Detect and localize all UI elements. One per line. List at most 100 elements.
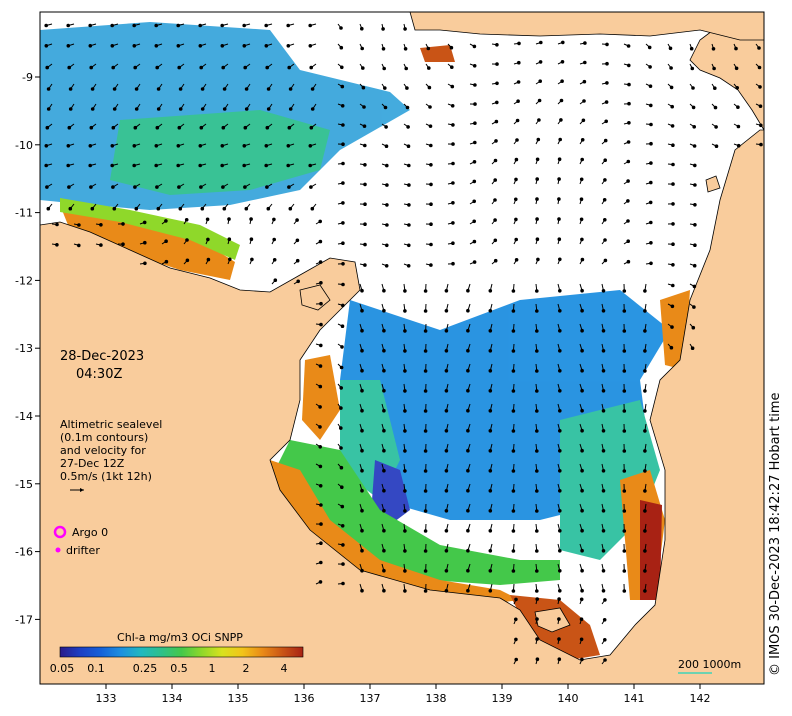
velocity-arrowhead bbox=[250, 257, 254, 262]
velocity-arrowhead bbox=[693, 223, 697, 227]
velocity-arrowhead bbox=[90, 206, 95, 211]
velocity-arrowhead bbox=[472, 260, 477, 264]
velocity-arrowhead bbox=[557, 617, 561, 621]
velocity-arrowhead bbox=[622, 489, 627, 493]
velocity-arrowhead bbox=[309, 125, 314, 130]
velocity-arrowhead bbox=[692, 263, 697, 268]
velocity-arrowhead bbox=[264, 144, 269, 148]
velocity-arrowhead bbox=[495, 62, 499, 66]
latitude-tick-label: -9 bbox=[22, 71, 33, 84]
velocity-arrowhead bbox=[339, 406, 343, 410]
velocity-arrowhead bbox=[340, 504, 345, 509]
velocity-arrowhead bbox=[155, 125, 160, 130]
velocity-arrowhead bbox=[426, 46, 431, 51]
velocity-arrowhead bbox=[198, 144, 203, 148]
velocity-arrowhead bbox=[360, 588, 364, 593]
velocity-arrowhead bbox=[286, 163, 291, 168]
velocity-arrowhead bbox=[601, 429, 606, 433]
velocity-arrowhead bbox=[466, 508, 470, 513]
velocity-arrowhead bbox=[423, 569, 428, 573]
velocity-arrowhead bbox=[514, 157, 519, 162]
colorbar: Chl-a mg/m3 OCi SNPP 0.05 0.1 0.25 0.5 1 2 4 bbox=[50, 631, 304, 675]
velocity-arrowhead bbox=[341, 543, 345, 547]
velocity-arrowhead bbox=[466, 348, 470, 353]
velocity-arrowhead bbox=[494, 119, 499, 124]
velocity-arrowhead bbox=[156, 87, 161, 91]
velocity-arrowhead bbox=[407, 243, 411, 248]
velocity-arrowhead bbox=[691, 105, 696, 110]
velocity-arrowhead bbox=[111, 65, 115, 70]
velocity-arrowhead bbox=[472, 64, 477, 68]
velocity-arrowhead bbox=[535, 489, 539, 493]
velocity-arrowhead bbox=[403, 289, 407, 293]
velocity-arrowhead bbox=[734, 66, 739, 71]
velocity-arrowhead bbox=[264, 44, 269, 48]
velocity-arrowhead bbox=[472, 179, 477, 184]
velocity-arrowhead bbox=[622, 309, 627, 313]
velocity-arrowhead bbox=[178, 107, 183, 111]
velocity-arrowhead bbox=[185, 238, 189, 242]
velocity-arrowhead bbox=[535, 597, 540, 601]
velocity-arrowhead bbox=[360, 388, 364, 393]
velocity-arrowhead bbox=[272, 217, 276, 222]
coastal-chlorophyll-bands bbox=[60, 45, 690, 660]
velocity-arrowhead bbox=[535, 429, 539, 433]
velocity-arrowhead bbox=[177, 125, 182, 130]
colorbar-tick-label: 0.25 bbox=[133, 662, 158, 675]
velocity-arrowhead bbox=[222, 206, 227, 211]
velocity-arrowhead bbox=[227, 217, 231, 221]
velocity-arrowhead bbox=[671, 283, 675, 288]
velocity-arrowhead bbox=[429, 202, 433, 206]
velocity-arrowhead bbox=[382, 388, 386, 393]
velocity-arrowhead bbox=[670, 304, 675, 309]
velocity-arrowhead bbox=[602, 198, 607, 202]
velocity-arrowhead bbox=[318, 384, 323, 389]
velocity-arrowhead bbox=[622, 529, 627, 533]
velocity-arrowhead bbox=[295, 258, 300, 263]
velocity-arrowhead bbox=[361, 66, 365, 70]
velocity-arrowhead bbox=[535, 369, 539, 373]
velocity-arrowhead bbox=[626, 159, 631, 164]
velocity-arrowhead bbox=[266, 107, 271, 111]
velocity-arrowhead bbox=[535, 657, 540, 662]
velocity-arrowhead bbox=[560, 79, 564, 83]
velocity-arrowhead bbox=[558, 469, 562, 473]
velocity-arrowhead bbox=[511, 369, 516, 373]
velocity-arrowhead bbox=[493, 178, 498, 182]
velocity-arrowhead bbox=[403, 349, 407, 353]
velocity-arrowhead bbox=[580, 237, 584, 242]
velocity-arrowhead bbox=[472, 160, 477, 164]
velocity-arrowhead bbox=[693, 183, 697, 187]
velocity-arrowhead bbox=[580, 328, 584, 333]
velocity-arrowhead bbox=[382, 588, 386, 593]
velocity-arrowhead bbox=[272, 237, 277, 242]
velocity-arrowhead bbox=[603, 638, 607, 642]
velocity-arrowhead bbox=[473, 102, 477, 106]
velocity-arrowhead bbox=[511, 329, 516, 333]
velocity-arrowhead bbox=[643, 389, 647, 393]
velocity-arrowhead bbox=[112, 107, 117, 111]
velocity-arrowhead bbox=[403, 469, 407, 473]
velocity-arrowhead bbox=[110, 23, 114, 28]
velocity-arrowhead bbox=[407, 183, 411, 187]
velocity-arrowhead bbox=[66, 44, 71, 48]
velocity-arrowhead bbox=[622, 589, 627, 593]
velocity-arrowhead bbox=[198, 23, 202, 28]
velocity-arrowhead bbox=[473, 140, 477, 145]
velocity-arrowhead bbox=[515, 138, 519, 142]
velocity-arrowhead bbox=[466, 588, 470, 593]
velocity-arrowhead bbox=[622, 549, 627, 553]
colorbar-ticks: 0.05 0.1 0.25 0.5 1 2 4 bbox=[50, 662, 288, 675]
land-new-guinea bbox=[409, 12, 764, 41]
velocity-arrowhead bbox=[55, 222, 59, 227]
velocity-arrowhead bbox=[601, 549, 606, 553]
velocity-arrowhead bbox=[557, 197, 561, 201]
velocity-arrowhead bbox=[112, 87, 117, 91]
velocity-arrowhead bbox=[89, 65, 93, 70]
velocity-arrowhead bbox=[423, 589, 428, 593]
velocity-arrowhead bbox=[295, 238, 300, 243]
chl-band-arnhem-south bbox=[60, 205, 235, 280]
velocity-arrowhead bbox=[670, 325, 674, 329]
velocity-arrowhead bbox=[759, 123, 763, 128]
longitude-tick-label: 138 bbox=[426, 692, 447, 705]
